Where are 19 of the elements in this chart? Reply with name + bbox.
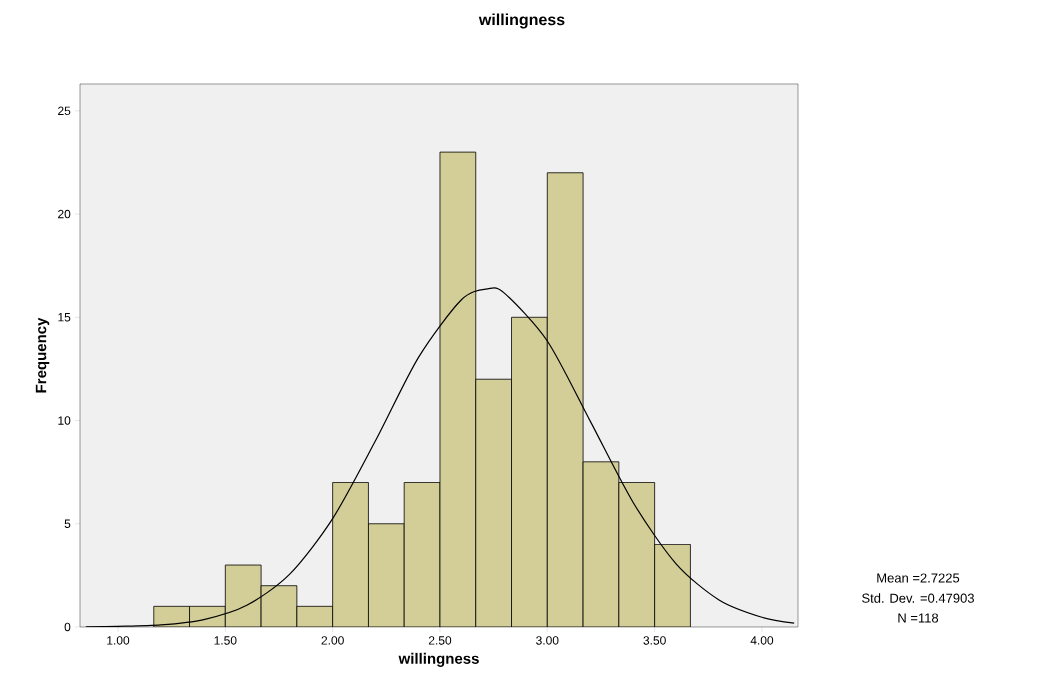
text: Mean =2.7225 xyxy=(877,573,960,583)
text: Std. Dev. =0.47903 xyxy=(862,593,974,603)
y-tick-label: 0 xyxy=(64,622,71,632)
x-tick-label: 1.00 xyxy=(107,636,130,645)
y-tick-label: 15 xyxy=(58,313,71,322)
x-tick-label: 2.50 xyxy=(428,636,452,645)
y-axis-title: Frequency xyxy=(35,317,50,393)
y-tick-label: 5 xyxy=(64,519,71,528)
x-axis-title: willingness xyxy=(398,652,479,667)
y-tick-label: 20 xyxy=(58,209,71,219)
y-tick-label: 10 xyxy=(58,416,71,425)
x-tick-label: 2.00 xyxy=(321,636,344,645)
x-tick-label: 3.50 xyxy=(643,636,666,645)
x-tick-label: 1.50 xyxy=(214,636,237,645)
chart-title: willingness xyxy=(478,13,565,29)
x-tick-label: 3.00 xyxy=(536,636,559,645)
x-tick-label: 4.00 xyxy=(750,636,774,645)
y-tick-label: 25 xyxy=(58,106,71,116)
text: N =118 xyxy=(898,613,939,623)
